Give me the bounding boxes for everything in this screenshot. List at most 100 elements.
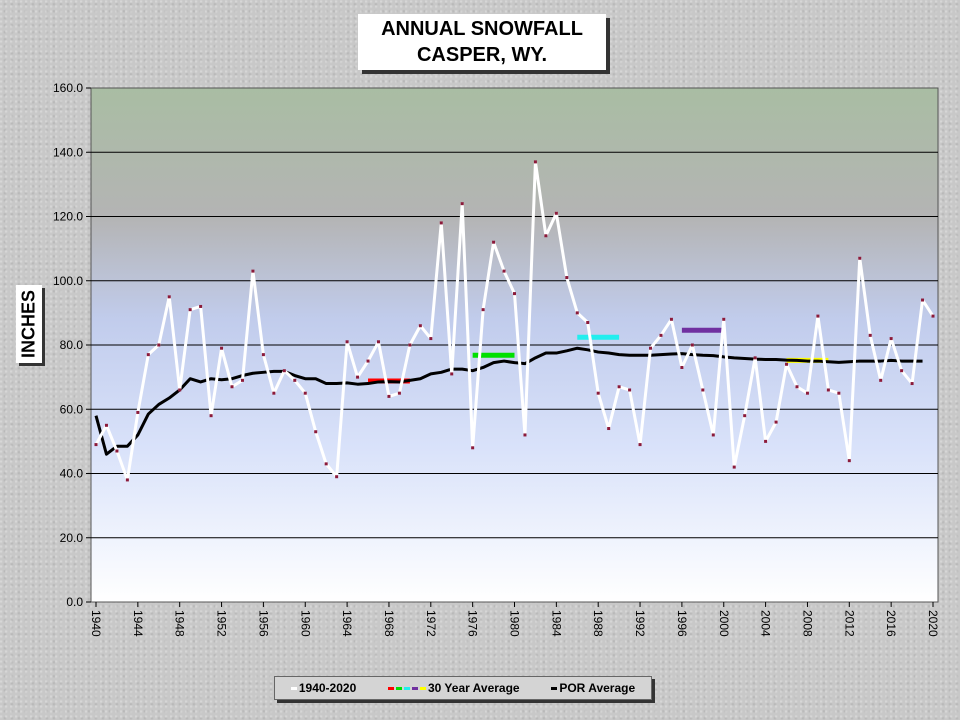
data-point-annual <box>345 340 349 344</box>
data-point-annual <box>167 295 171 299</box>
data-point-annual <box>669 317 673 321</box>
data-point-annual <box>764 439 768 443</box>
data-point-annual <box>921 298 925 302</box>
x-tick-label: 1984 <box>549 610 563 637</box>
legend-label-annual: 1940-2020 <box>298 681 357 695</box>
data-point-annual <box>502 269 506 273</box>
data-point-annual <box>868 333 872 337</box>
data-point-annual <box>910 382 914 386</box>
x-tick-label: 2004 <box>759 610 773 637</box>
data-point-annual <box>397 391 401 395</box>
x-tick-label: 2000 <box>717 610 731 637</box>
x-tick-label: 1952 <box>215 610 229 637</box>
data-point-annual <box>575 311 579 315</box>
y-tick-label: 0.0 <box>66 595 83 609</box>
x-tick-label: 1972 <box>424 610 438 637</box>
series-line-por <box>94 346 923 456</box>
data-point-annual <box>858 256 862 260</box>
data-point-annual <box>209 414 213 418</box>
data-point-annual <box>607 427 611 431</box>
data-point-annual <box>701 388 705 392</box>
data-point-annual <box>261 353 265 357</box>
title-line-2: CASPER, WY. <box>416 44 548 66</box>
data-point-annual <box>272 391 276 395</box>
data-point-annual <box>680 365 684 369</box>
y-tick-label: 120.0 <box>53 210 83 224</box>
data-point-annual <box>104 423 108 427</box>
legend-label-30yr: 30 Year Average <box>427 681 520 695</box>
data-point-annual <box>314 430 318 434</box>
data-point-annual <box>722 317 726 321</box>
data-point-annual <box>785 362 789 366</box>
data-point-annual <box>178 388 182 392</box>
data-point-annual <box>753 356 757 360</box>
y-axis-ticks: 0.0 20.0 40.0 60.0 80.0 100.0 120.0 140.0 160.0 <box>53 81 91 609</box>
legend-swatch-cyan <box>403 686 410 690</box>
data-point-annual <box>565 276 569 280</box>
data-point-annual <box>837 391 841 395</box>
data-point-annual <box>513 292 516 296</box>
data-point-annual <box>230 385 234 389</box>
y-tick-label: 80.0 <box>60 338 84 352</box>
data-point-annual <box>303 391 307 395</box>
data-point-annual <box>659 333 663 337</box>
data-point-annual <box>188 308 192 312</box>
y-axis-label-box: INCHES <box>16 285 42 363</box>
data-point-annual <box>429 337 433 341</box>
data-point-annual <box>805 391 809 395</box>
data-point-annual <box>293 378 297 382</box>
data-point-annual <box>481 308 485 312</box>
data-point-annual <box>743 414 747 418</box>
x-tick-label: 1964 <box>340 610 354 637</box>
x-tick-label: 1988 <box>591 610 605 637</box>
data-point-annual <box>931 314 935 318</box>
data-point-annual <box>251 269 255 273</box>
data-point-annual <box>366 359 370 363</box>
x-tick-label: 1944 <box>131 610 145 637</box>
data-point-annual <box>617 385 621 389</box>
x-tick-label: 2012 <box>842 610 856 637</box>
legend-swatch-purple <box>411 686 418 690</box>
data-point-annual <box>554 211 558 215</box>
y-tick-label: 40.0 <box>60 467 84 481</box>
data-point-annual <box>649 346 653 350</box>
data-point-annual <box>523 433 527 437</box>
data-point-annual <box>732 465 736 469</box>
data-point-annual <box>136 410 140 414</box>
data-point-annual <box>471 446 475 450</box>
data-point-annual <box>220 346 224 350</box>
title-line-1: ANNUAL SNOWFALL <box>381 18 583 40</box>
x-tick-label: 1960 <box>298 610 312 637</box>
x-tick-label: 1968 <box>382 610 396 637</box>
data-point-annual <box>115 449 119 453</box>
y-tick-label: 60.0 <box>60 402 84 416</box>
data-point-annual <box>450 372 454 376</box>
legend-swatch-red <box>387 686 394 690</box>
data-point-annual <box>795 385 799 389</box>
legend-swatch-por <box>551 686 558 690</box>
data-point-annual <box>690 343 694 347</box>
y-tick-label: 140.0 <box>53 145 83 159</box>
y-tick-label: 160.0 <box>53 81 83 95</box>
data-point-annual <box>408 343 412 347</box>
x-tick-label: 1956 <box>256 610 270 637</box>
data-point-annual <box>889 337 893 341</box>
data-point-annual <box>774 420 778 424</box>
data-point-annual <box>125 478 129 482</box>
data-point-annual <box>240 378 244 382</box>
data-point-annual <box>628 388 632 392</box>
data-series <box>94 160 935 482</box>
data-point-annual <box>282 369 286 373</box>
x-tick-label: 2016 <box>884 610 898 637</box>
x-tick-label: 1992 <box>633 610 647 637</box>
chart-title: ANNUAL SNOWFALL CASPER, WY. <box>358 14 606 70</box>
data-point-annual <box>847 459 851 463</box>
x-tick-label: 1940 <box>89 610 103 637</box>
data-point-annual <box>356 375 360 379</box>
data-point-annual <box>826 388 830 392</box>
data-point-annual <box>533 160 537 164</box>
data-point-annual <box>146 353 150 357</box>
data-point-annual <box>387 394 391 398</box>
data-point-annual <box>439 221 443 225</box>
